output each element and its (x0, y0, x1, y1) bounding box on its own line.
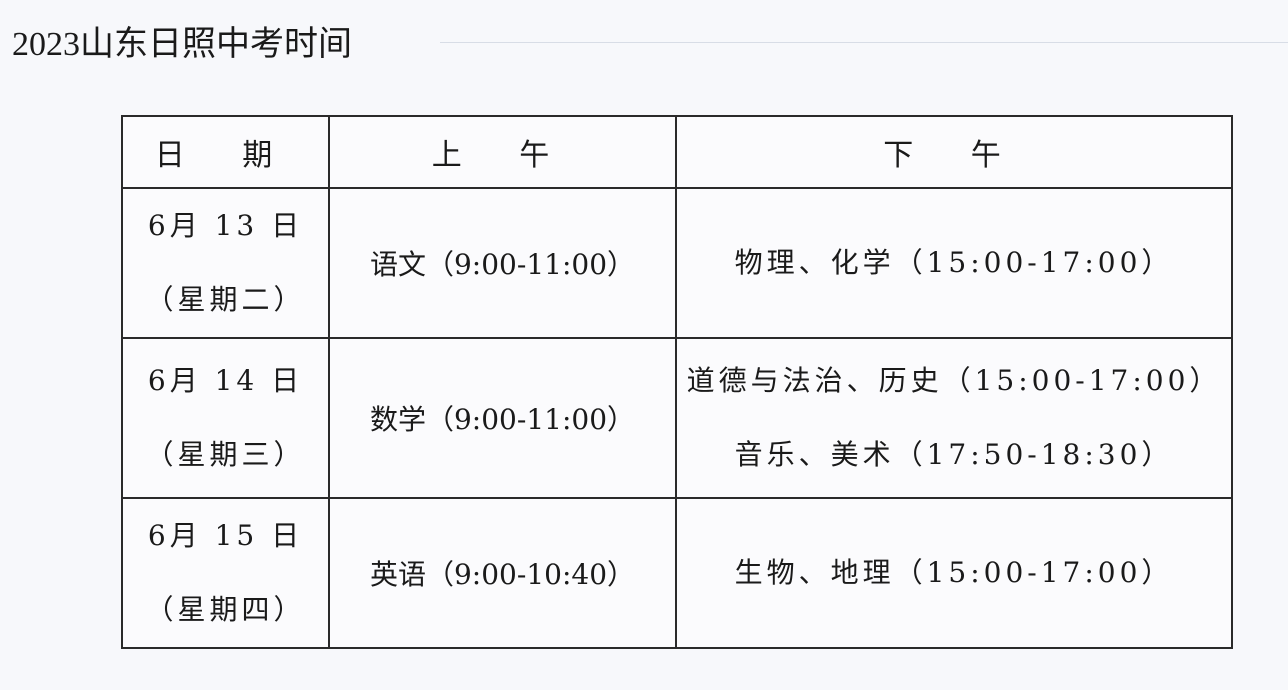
table-row: 6月 14 日 （星期三） 数学（9:00-11:00） 道德与法治、历史（15:… (121, 337, 1233, 499)
date-cell: 6月 15 日 （星期四） (121, 497, 330, 649)
date: 6月 15 日 (147, 519, 304, 552)
date-cell: 6月 14 日 （星期三） (121, 337, 330, 499)
header-date: 日 期 (121, 115, 330, 189)
afternoon-exam: 音乐、美术（17:50-18:30） (734, 438, 1174, 471)
afternoon-exam: 物理、化学（15:00-17:00） (734, 246, 1174, 279)
table-row: 6月 13 日 （星期二） 语文（9:00-11:00） 物理、化学（15:00-… (121, 187, 1233, 339)
date: 6月 14 日 (147, 364, 304, 397)
afternoon-cell: 生物、地理（15:00-17:00） (675, 497, 1233, 649)
header-morning: 上 午 (328, 115, 677, 189)
page-title: 2023山东日照中考时间 (12, 26, 352, 63)
morning-cell: 英语（9:00-10:40） (328, 497, 677, 649)
morning-cell: 数学（9:00-11:00） (328, 337, 677, 499)
table-header-row: 日 期 上 午 下 午 (121, 115, 1233, 189)
afternoon-cell: 物理、化学（15:00-17:00） (675, 187, 1233, 339)
weekday: （星期三） (145, 438, 306, 471)
exam-schedule-table: 日 期 上 午 下 午 6月 13 日 （星期二） 语文（9:00-11:00） … (121, 115, 1233, 649)
afternoon-exam: 生物、地理（15:00-17:00） (734, 556, 1174, 589)
date-cell: 6月 13 日 （星期二） (121, 187, 330, 339)
title-divider (440, 42, 1288, 43)
weekday: （星期四） (145, 593, 306, 626)
weekday: （星期二） (145, 283, 306, 316)
date: 6月 13 日 (147, 209, 304, 242)
afternoon-cell: 道德与法治、历史（15:00-17:00） 音乐、美术（17:50-18:30） (675, 337, 1233, 499)
morning-cell: 语文（9:00-11:00） (328, 187, 677, 339)
table-row: 6月 15 日 （星期四） 英语（9:00-10:40） 生物、地理（15:00-… (121, 497, 1233, 649)
header-afternoon: 下 午 (675, 115, 1233, 189)
afternoon-exam: 道德与法治、历史（15:00-17:00） (686, 364, 1222, 397)
